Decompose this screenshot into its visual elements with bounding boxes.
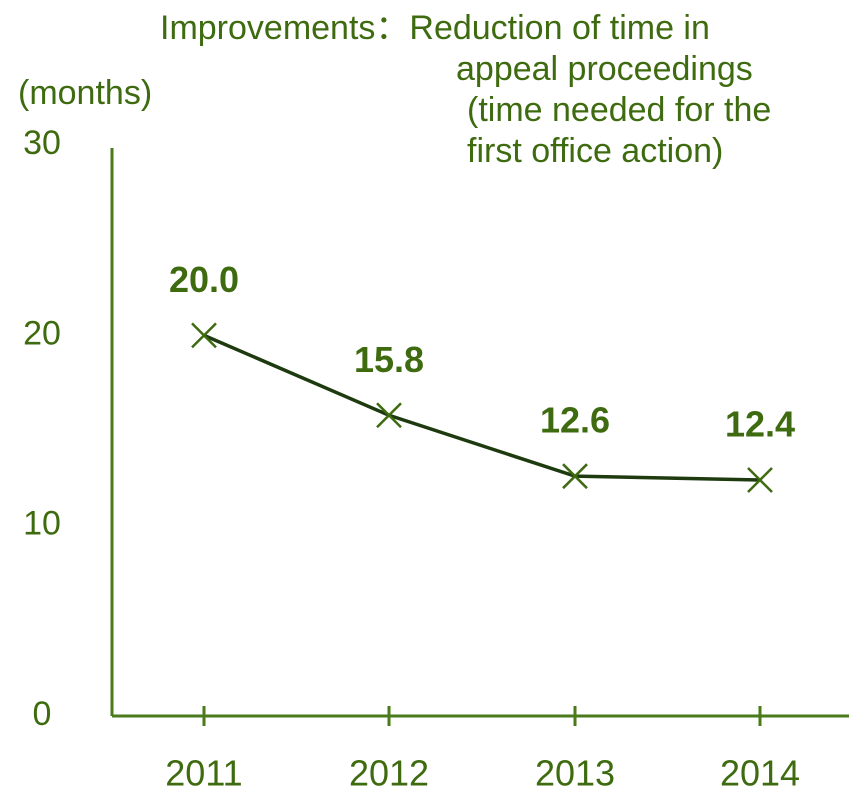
y-tick-label: 20 bbox=[23, 314, 61, 352]
data-label: 15.8 bbox=[354, 339, 424, 380]
chart-title: first office action) bbox=[467, 132, 723, 170]
marker bbox=[376, 402, 402, 429]
chart-title: (time needed for the bbox=[467, 91, 771, 129]
line bbox=[203, 333, 761, 482]
chart-title: Improvements：Reduction of time in bbox=[160, 9, 710, 47]
y-tick-label: 30 bbox=[23, 124, 61, 162]
x-tick-label: 2014 bbox=[720, 753, 800, 794]
x-tick-label: 2013 bbox=[535, 753, 615, 794]
x-tick-label: 2012 bbox=[349, 753, 429, 794]
y-tick-label: 0 bbox=[33, 695, 52, 733]
x-tick-label: 2011 bbox=[165, 753, 242, 794]
marker bbox=[191, 322, 217, 349]
data-label: 12.4 bbox=[725, 404, 795, 445]
data-label: 20.0 bbox=[169, 259, 239, 300]
y-tick-label: 10 bbox=[23, 505, 61, 543]
marker bbox=[562, 463, 588, 490]
y-axis-label: (months) bbox=[18, 74, 152, 112]
data-label: 12.6 bbox=[540, 400, 610, 441]
chart-title: appeal proceedings bbox=[456, 50, 753, 88]
marker bbox=[747, 467, 773, 493]
